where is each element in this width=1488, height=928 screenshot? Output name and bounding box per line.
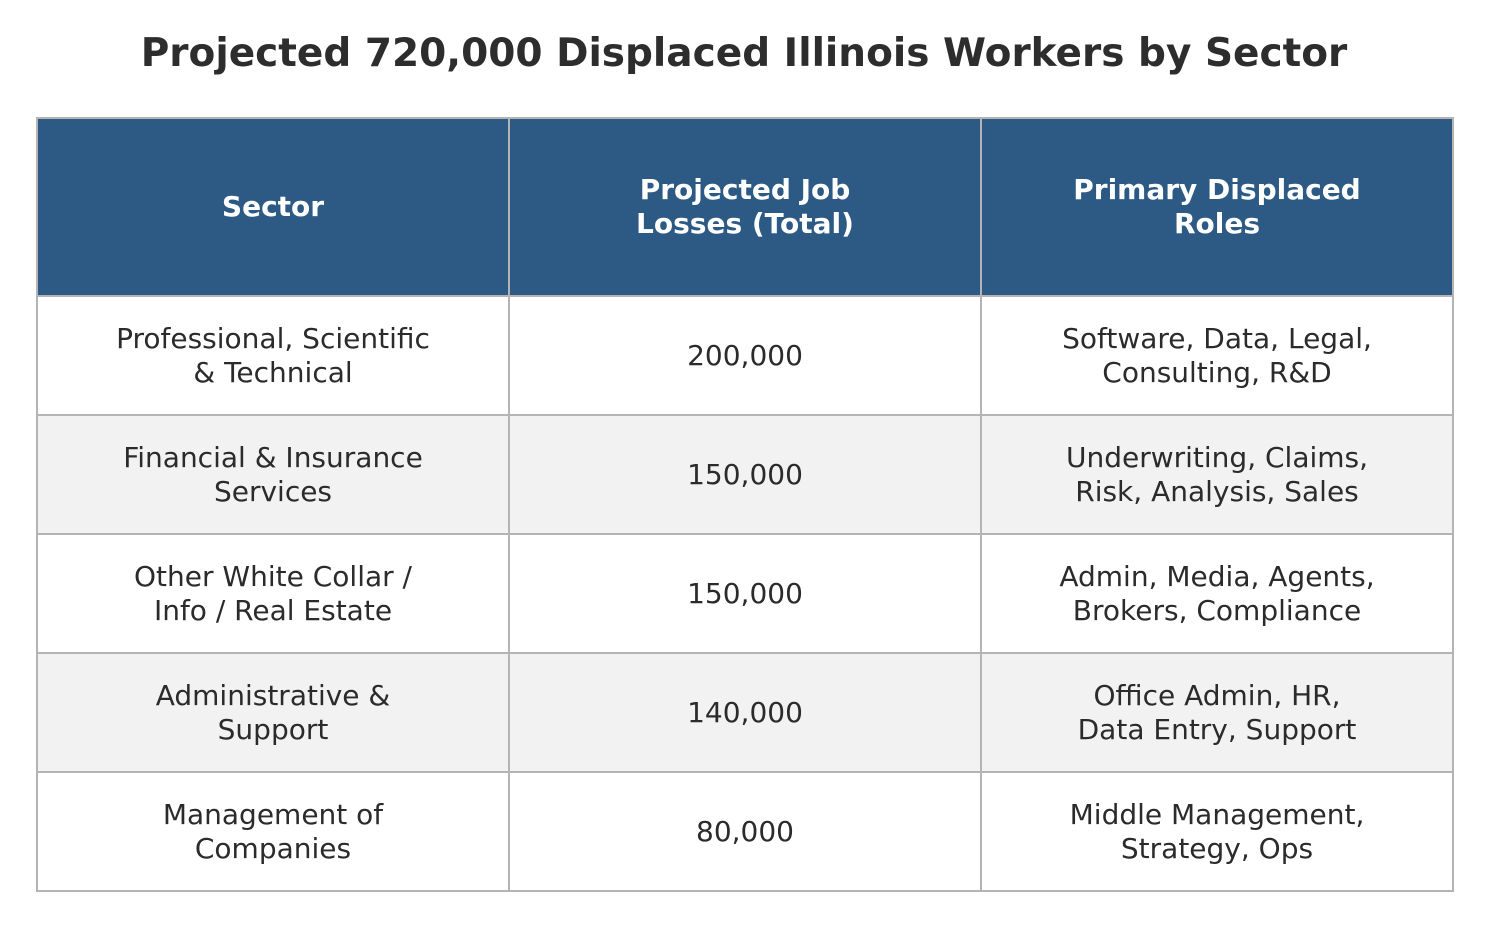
cell-roles: Middle Management, Strategy, Ops [980, 771, 1454, 892]
sector-table: Sector Projected Job Losses (Total) Prim… [36, 117, 1454, 892]
cell-roles: Office Admin, HR, Data Entry, Support [980, 652, 1454, 773]
cell-roles: Admin, Media, Agents, Brokers, Complianc… [980, 533, 1454, 654]
cell-sector: Management of Companies [36, 771, 510, 892]
header-primary-displaced-roles: Primary Displaced Roles [980, 117, 1454, 297]
table-row: Management of Companies 80,000 Middle Ma… [36, 771, 1454, 892]
cell-job-losses: 150,000 [508, 533, 982, 654]
cell-job-losses: 200,000 [508, 295, 982, 416]
cell-roles: Underwriting, Claims, Risk, Analysis, Sa… [980, 414, 1454, 535]
header-row: Sector Projected Job Losses (Total) Prim… [36, 117, 1454, 297]
header-sector: Sector [36, 117, 510, 297]
cell-job-losses: 150,000 [508, 414, 982, 535]
table-row: Financial & Insurance Services 150,000 U… [36, 414, 1454, 535]
cell-job-losses: 140,000 [508, 652, 982, 773]
cell-roles: Software, Data, Legal, Consulting, R&D [980, 295, 1454, 416]
cell-sector: Administrative & Support [36, 652, 510, 773]
table-row: Administrative & Support 140,000 Office … [36, 652, 1454, 773]
header-projected-job-losses: Projected Job Losses (Total) [508, 117, 982, 297]
table-row: Other White Collar / Info / Real Estate … [36, 533, 1454, 654]
table-title: Projected 720,000 Displaced Illinois Wor… [140, 31, 1348, 76]
cell-sector: Other White Collar / Info / Real Estate [36, 533, 510, 654]
table-header: Sector Projected Job Losses (Total) Prim… [36, 117, 1454, 297]
table-body: Professional, Scientific & Technical 200… [36, 295, 1454, 892]
cell-sector: Professional, Scientific & Technical [36, 295, 510, 416]
table-row: Professional, Scientific & Technical 200… [36, 295, 1454, 416]
cell-sector: Financial & Insurance Services [36, 414, 510, 535]
cell-job-losses: 80,000 [508, 771, 982, 892]
